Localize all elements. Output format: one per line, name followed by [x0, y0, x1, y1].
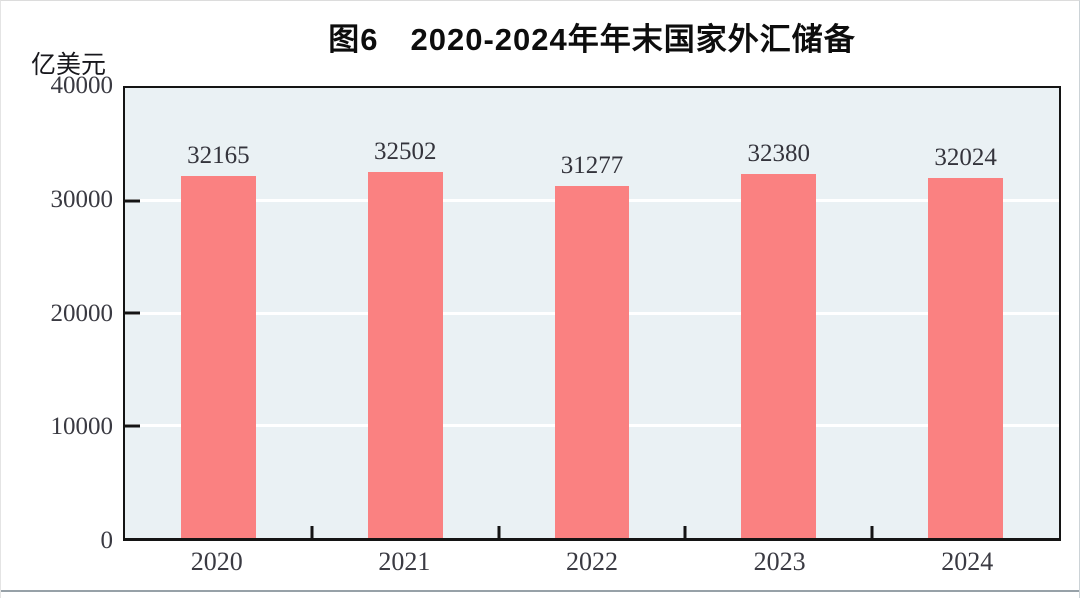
x-tick-label-2024: 2024 [941, 547, 994, 576]
y-tick-label-0: 0 [100, 527, 114, 554]
x-tick-label-2020: 2020 [190, 547, 243, 576]
y-axis-tick-mark [125, 424, 140, 427]
chart-title: 图6 2020-2024年年末国家外汇储备 [328, 22, 856, 57]
y-axis-tick-mark [125, 199, 140, 202]
bar-value-label-2021: 32502 [373, 138, 437, 166]
bar-value-label-2024: 32024 [934, 143, 997, 171]
y-tick-label-20000: 20000 [50, 299, 114, 327]
x-axis-tick-labels: 2020 2021 2022 2023 2024 [123, 547, 1061, 579]
bar-value-label-2022: 31277 [560, 152, 624, 180]
bar-2022 [554, 186, 630, 538]
x-tick-label-2021: 2021 [378, 547, 431, 576]
bar-2024 [928, 177, 1003, 538]
x-axis-tick-mark [683, 526, 687, 538]
x-axis-tick-mark [497, 526, 501, 538]
bar-2021 [367, 172, 443, 538]
y-tick-label-40000: 40000 [50, 72, 114, 99]
x-tick-label-2022: 2022 [566, 547, 618, 576]
y-axis-tick-labels: 0 10000 20000 30000 40000 [1, 72, 114, 554]
y-tick-label-30000: 30000 [50, 185, 114, 213]
bar-value-label-2020: 32165 [187, 142, 250, 170]
plot-area: 32165 32502 31277 32380 32024 [123, 86, 1061, 541]
y-tick-label-10000: 10000 [50, 413, 114, 441]
x-axis-tick-mark [310, 526, 314, 538]
bar-value-label-2023: 32380 [747, 139, 811, 167]
x-tick-label-2023: 2023 [753, 547, 806, 576]
y-axis-tick-mark [125, 311, 140, 315]
x-axis-tick-mark [870, 526, 874, 538]
bar-2020 [181, 176, 256, 538]
bar-2023 [741, 173, 817, 538]
page-bottom-rule [1, 590, 1079, 592]
y-axis-unit-label: 亿美元 [31, 51, 107, 79]
